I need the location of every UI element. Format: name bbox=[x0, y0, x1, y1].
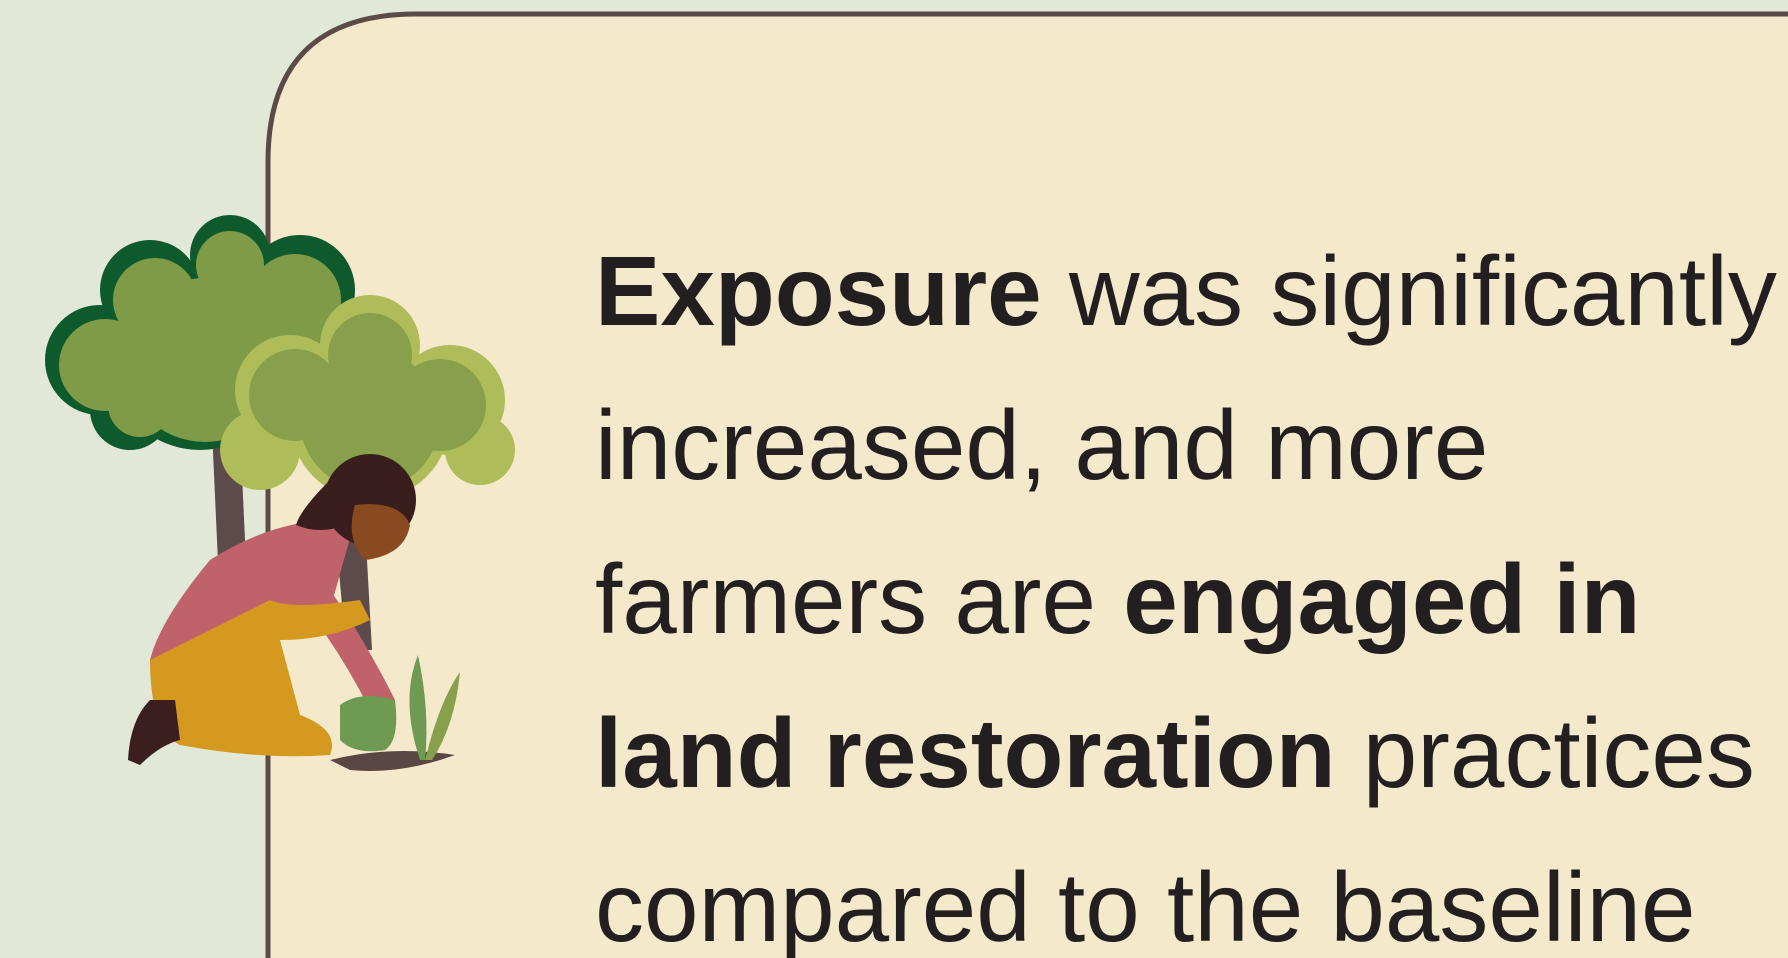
infographic: Exposure was significantly increased, and… bbox=[0, 0, 1788, 958]
body-text: farmers are bbox=[595, 544, 1123, 654]
emphasis-text: Exposure bbox=[595, 236, 1042, 346]
body-text: increased, and more bbox=[595, 390, 1488, 500]
statement-line: Exposure was significantly bbox=[595, 236, 1777, 346]
emphasis-text: land restoration bbox=[595, 698, 1336, 808]
emphasis-text: engaged in bbox=[1123, 544, 1640, 654]
body-text: practices bbox=[1336, 698, 1755, 808]
page: Exposure was significantly increased, and… bbox=[0, 0, 1788, 958]
body-text: compared to the baseline bbox=[595, 852, 1696, 958]
statement-line: increased, and more bbox=[595, 390, 1488, 500]
statement-line: land restoration practices bbox=[595, 698, 1755, 808]
statement-line: compared to the baseline bbox=[595, 852, 1696, 958]
body-text: was significantly bbox=[1042, 236, 1777, 346]
statement-line: farmers are engaged in bbox=[595, 544, 1641, 654]
person-glove bbox=[340, 696, 396, 751]
